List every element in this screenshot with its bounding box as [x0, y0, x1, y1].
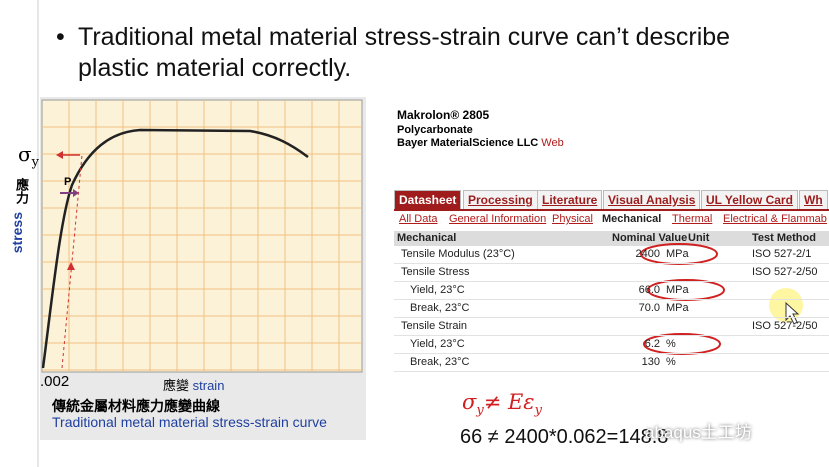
web-link[interactable]: Web [541, 137, 564, 149]
highlight-circle [643, 333, 721, 355]
tab[interactable]: Processing [463, 190, 538, 209]
unit: MPa [666, 248, 689, 260]
property: Yield, 23°C [410, 338, 465, 350]
subtab[interactable]: Physical [552, 213, 593, 225]
caption-zh: 傳統金屬材料應力應變曲線 [52, 398, 220, 414]
supplier: Bayer MaterialScience LLC [397, 137, 539, 149]
cursor [785, 301, 800, 325]
value: 66.0 [638, 284, 660, 296]
row-rule [394, 281, 829, 282]
tab[interactable]: UL Yellow Card [701, 190, 798, 209]
y-label-zh: 應力 [14, 178, 29, 204]
bullet-line: Traditional metal material stress-strain… [78, 23, 731, 82]
test-method: ISO 527-2/50 [752, 266, 818, 278]
tab[interactable]: Wh [799, 190, 828, 209]
paper-grid [42, 100, 362, 372]
supplier-line: Bayer MaterialScience LLC Web [397, 137, 564, 149]
sigma-label: σy [18, 142, 39, 170]
sigma: σ [18, 142, 32, 166]
row-rule [394, 371, 829, 372]
column-header: Mechanical [397, 232, 457, 244]
watermark: abaqus土工坊 [645, 423, 752, 442]
formula-check: 66 ≠ 2400*0.062=148.8 [460, 426, 669, 448]
stress-strain-curve [41, 128, 309, 369]
property: Yield, 23°C [410, 284, 465, 296]
value: 2400 [635, 248, 660, 260]
value: 70.0 [638, 302, 660, 314]
unit: % [666, 356, 676, 368]
property: Tensile Stress [401, 266, 470, 278]
x-label-zh: 應變 [163, 378, 190, 393]
graph-paper [41, 99, 363, 373]
subtab[interactable]: Thermal [672, 213, 713, 225]
highlight-circle [640, 243, 718, 265]
unit: MPa [666, 302, 689, 314]
tab-rule [394, 209, 829, 211]
table-header-bg [394, 231, 829, 246]
product-name: Makrolon® 2805 [397, 108, 490, 122]
row-rule [394, 263, 829, 264]
subtab[interactable]: All Data [399, 213, 438, 225]
column-header: Unit [688, 232, 710, 244]
x-label: 應變 strain [163, 375, 224, 394]
tab[interactable]: Visual Analysis [603, 190, 701, 209]
value: 130 [641, 356, 660, 368]
value: 6.2 [644, 338, 660, 350]
property: Break, 23°C [410, 356, 470, 368]
formula: σy≠ Eεy [462, 390, 542, 418]
bullet-dot: • [56, 23, 65, 51]
column-header: Test Method [752, 232, 816, 244]
caption-en: Traditional metal material stress-strain… [52, 414, 327, 430]
subtab[interactable]: Mechanical [602, 213, 662, 225]
row-rule [394, 353, 829, 354]
arrowhead [67, 262, 75, 270]
x-label-en: strain [192, 378, 225, 393]
arrowhead [73, 189, 79, 197]
row-rule [394, 299, 829, 300]
formula-sub: y [476, 403, 484, 419]
test-method: ISO 527-2/50 [752, 320, 818, 332]
material: Polycarbonate [397, 124, 473, 136]
tab[interactable]: Datasheet [394, 190, 462, 209]
p-label: P [64, 176, 72, 188]
formula-sub: y [534, 403, 542, 419]
x-tick-label: .002 [40, 373, 70, 390]
formula-part: ≠ Eε [483, 390, 535, 414]
y-label-en: stress [9, 212, 25, 254]
test-method: ISO 527-2/1 [752, 248, 812, 260]
bullet-text: • Traditional metal material stress-strai… [56, 22, 778, 84]
property: Tensile Modulus (23°C) [401, 248, 515, 260]
formula-part: σ [462, 390, 477, 414]
highlight-circle [647, 279, 725, 301]
column-header: Nominal Value [612, 232, 688, 244]
property: Break, 23°C [410, 302, 470, 314]
subtab[interactable]: Electrical & Flammab [723, 213, 827, 225]
subtab[interactable]: General Information [449, 213, 547, 225]
row-rule [394, 317, 829, 318]
sigma-sub: y [31, 155, 40, 170]
unit: MPa [666, 284, 689, 296]
property: Tensile Strain [401, 320, 468, 332]
unit: % [666, 338, 676, 350]
row-rule [394, 335, 829, 336]
tab[interactable]: Literature [537, 190, 603, 209]
arrowhead [56, 151, 63, 159]
